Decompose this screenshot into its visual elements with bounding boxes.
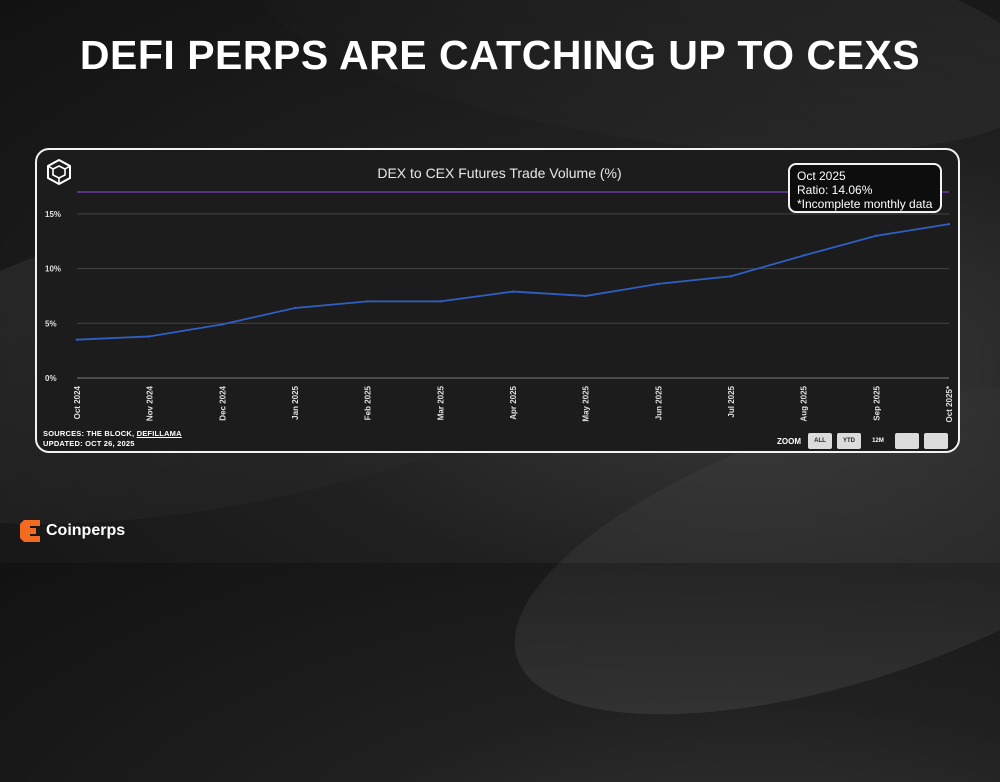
sources-note: SOURCES: THE BLOCK, DEFILLAMA UPDATED: O…	[43, 429, 182, 449]
brand-name: Coinperps	[46, 522, 126, 539]
tooltip-date: Oct 2025	[797, 169, 846, 183]
chart-title: DEX to CEX Futures Trade Volume (%)	[377, 165, 622, 181]
zoom-ytd-button[interactable]: YTD	[837, 433, 861, 449]
y-tick-label: 15%	[45, 210, 61, 219]
y-tick-label: 10%	[45, 265, 61, 274]
x-tick-label: Jun 2025	[654, 385, 663, 420]
data-point	[802, 254, 805, 257]
y-tick-label: 5%	[45, 319, 57, 328]
zoom-extra-button[interactable]	[895, 433, 919, 449]
x-tick-label: Apr 2025	[509, 385, 518, 419]
tooltip-note: *Incomplete monthly data	[797, 197, 933, 211]
zoom-label: ZOOM	[777, 436, 801, 446]
y-tick-label: 0%	[45, 374, 57, 383]
data-point	[511, 290, 515, 293]
data-point	[366, 300, 369, 303]
data-point	[293, 306, 297, 310]
coinperps-logo-icon	[20, 520, 40, 542]
x-tick-label: Oct 2025*	[945, 385, 954, 422]
data-point	[947, 222, 951, 226]
line-chart: 0% 5% 10% 15% Oct 2024 Nov 2024 Dec 2024 Jan 20…	[45, 191, 954, 422]
zoom-extra-button[interactable]	[924, 433, 948, 449]
x-tick-label: Feb 2025	[364, 385, 373, 420]
zoom-controls: ZOOM ALL YTD 12M	[777, 433, 948, 449]
data-point	[148, 335, 151, 338]
data-point	[439, 300, 442, 303]
data-point	[584, 294, 587, 298]
data-point	[75, 338, 79, 341]
x-tick-label: Nov 2024	[146, 385, 155, 421]
updated-date: UPDATED: OCT 26, 2025	[43, 439, 135, 448]
chart-panel: DEX to CEX Futures Trade Volume (%) 0% 5%…	[35, 148, 960, 453]
tooltip-ratio: Ratio: 14.06%	[797, 183, 873, 197]
x-tick-label: Jan 2025	[291, 385, 300, 419]
x-tick-label: May 2025	[582, 385, 591, 421]
x-tick-label: Jul 2025	[727, 385, 736, 417]
zoom-12m-button[interactable]: 12M	[866, 433, 890, 449]
data-point	[657, 282, 660, 286]
data-tooltip: Oct 2025 Ratio: 14.06% *Incomplete month…	[788, 163, 942, 213]
x-tick-label: Dec 2024	[218, 385, 227, 420]
zoom-all-button[interactable]: ALL	[808, 433, 832, 449]
data-point	[875, 234, 878, 237]
x-tick-label: Oct 2024	[73, 385, 82, 419]
data-point	[729, 275, 733, 278]
x-tick-label: Mar 2025	[436, 385, 445, 420]
defillama-link[interactable]: DEFILLAMA	[136, 429, 182, 438]
brand: Coinperps	[20, 520, 125, 542]
x-tick-label: Sep 2025	[872, 385, 881, 420]
data-point	[221, 323, 224, 326]
sources-prefix: SOURCES: THE BLOCK,	[43, 429, 137, 438]
series-line	[76, 223, 950, 341]
x-tick-label: Aug 2025	[800, 385, 809, 421]
the-block-logo-icon	[45, 158, 73, 186]
page-headline: DEFI PERPS ARE CATCHING UP TO CEXS	[79, 32, 921, 78]
